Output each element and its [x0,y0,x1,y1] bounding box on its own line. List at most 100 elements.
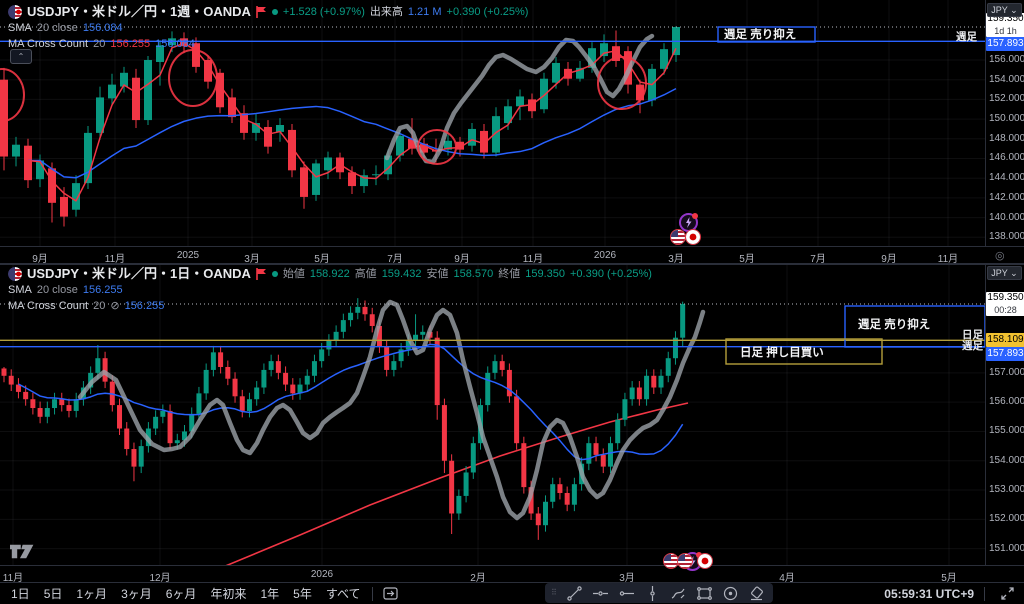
candle-body [552,62,560,83]
range-button-5日[interactable]: 5日 [37,583,70,604]
sma-params: 20 close [36,284,78,296]
fullscreen-button[interactable] [989,587,1024,600]
market-status-dot-icon[interactable] [271,271,278,277]
time-tick-label: 5月 [941,573,957,584]
candle-body [12,144,20,157]
candle-body [420,331,426,335]
candle-body [444,140,452,150]
circle-tool-icon[interactable] [719,584,741,602]
sma-blue-line[interactable] [18,343,684,461]
tag-countdown: 1d 1h [994,26,1017,36]
weekly-price-axis[interactable]: 156.000 154.000 152.000 150.000 148.000 146.0… [985,0,1024,246]
candle-body [30,399,36,409]
flag-icon[interactable] [256,268,267,280]
annotation-rect[interactable] [717,26,816,43]
brush-tool-icon[interactable] [667,584,689,602]
candle-body [36,160,44,180]
axis-settings-icon[interactable]: ◎ [995,250,1005,262]
rectangle-tool-icon[interactable] [693,584,715,602]
range-button-6ヶ月[interactable]: 6ヶ月 [159,583,204,604]
long-ma-line[interactable] [140,402,689,565]
clock[interactable]: 05:59:31 UTC+9 [884,586,974,601]
candle-body [463,472,469,496]
candle-body [506,369,512,397]
toolbar-drag-handle[interactable]: ⠿ [551,588,558,597]
candle-body [132,77,140,121]
range-button-1年[interactable]: 1年 [253,583,286,604]
candle-body [413,334,419,341]
go-to-date-button[interactable] [377,586,404,601]
horizontal-line-tool-icon[interactable] [589,584,611,602]
candle-body [23,391,29,400]
daily-sma-row[interactable]: SMA 20 close 156.255 [8,282,652,298]
candle-body [290,384,296,394]
daily-macross-row[interactable]: MA Cross Count 20 ⊘ 156.255 [8,298,652,314]
panel-separator[interactable] [0,263,1024,265]
daily-time-axis[interactable]: 11月 12月 2026 2月 3月 4月 5月 [0,565,1024,584]
currency-dropdown[interactable]: JPY ⌄ [987,3,1022,17]
candle-body [189,413,195,432]
candle-body [340,320,346,332]
candle-body [615,419,621,444]
candle-body [355,306,361,313]
weekly-macross-row[interactable]: MA Cross Count 20 156.255 156.084 [8,36,528,52]
current-price-tag[interactable]: 159.350 1d 1h [986,13,1024,37]
range-button-すべて[interactable]: すべて [319,583,368,604]
range-button-年初来[interactable]: 年初来 [203,583,253,604]
freehand-brush-line[interactable] [77,299,706,521]
candle-body [102,358,108,382]
flag-icon[interactable] [256,6,267,18]
hidden-icon[interactable]: ⊘ [110,300,120,312]
range-button-1日[interactable]: 1日 [4,583,37,604]
ma-cross-circle [417,129,457,165]
open-value: 158.922 [309,268,350,280]
collapse-pane-button[interactable]: ⌃ [10,49,32,64]
candle-body [376,325,382,347]
weekly-plot[interactable]: 週足 売り抑え 週足 [0,0,985,246]
weekly-sma-row[interactable]: SMA 20 close 156.084 [8,20,528,36]
trend-line-tool-icon[interactable] [563,584,585,602]
price-line-tag[interactable]: 157.893 [986,37,1024,51]
weekly-time-axis[interactable]: 9月 11月 2025 3月 5月 7月 9月 11月 2026 3月 5月 7月 9月 11月 ◎ [0,246,1024,265]
eraser-tool-icon[interactable] [745,584,767,602]
candle-body [600,454,606,467]
candle-body [73,399,79,411]
open-label: 始値 [282,268,305,280]
range-button-5年[interactable]: 5年 [286,583,319,604]
candle-body [333,331,339,341]
candle-body [420,143,428,153]
candle-body [204,59,212,82]
daily-symbol-row[interactable]: USDJPY・米ドル／円・1日・OANDA 始値 158.922 高値 159.… [8,266,652,282]
annotation-rect[interactable] [844,305,985,348]
horizontal-ray-tool-icon[interactable] [615,584,637,602]
range-button-1ヶ月[interactable]: 1ヶ月 [69,583,114,604]
us-flag-event-icon[interactable] [670,229,686,245]
symbol-title[interactable]: USDJPY・米ドル／円・1週・OANDA [27,4,251,19]
jp-flag-event-icon[interactable] [685,229,701,245]
current-price-tag[interactable]: 159.350 00:28 [986,292,1024,316]
weekly-symbol-row[interactable]: USDJPY・米ドル／円・1週・OANDA +1.528 (+0.97%) 出来… [8,4,528,20]
annotation-rect[interactable] [725,338,883,365]
range-button-3ヶ月[interactable]: 3ヶ月 [114,583,159,604]
candle-body [622,399,628,420]
time-tick-label: 11月 [2,573,24,584]
currency-dropdown[interactable]: JPY ⌄ [987,266,1022,280]
jp-flag-event-icon[interactable] [697,553,713,569]
daily-price-axis[interactable]: 157.000 156.000 155.000 154.000 153.000 152.0… [985,263,1024,565]
tradingview-logo-icon[interactable] [10,542,44,561]
us-flag-event-icon[interactable] [677,553,693,569]
price-line-tag[interactable]: 157.893 [986,347,1024,361]
candle-body [131,449,137,467]
candle-body [586,443,592,464]
candle-body [543,501,548,526]
economic-event-icon[interactable] [679,213,698,232]
price-line-tag[interactable]: 158.109 [986,333,1024,347]
sma-red-line[interactable] [27,42,677,202]
sma-blue-line[interactable] [28,87,677,179]
symbol-title[interactable]: USDJPY・米ドル／円・1日・OANDA [27,266,251,281]
vertical-line-tool-icon[interactable] [641,584,663,602]
market-status-dot-icon[interactable] [271,9,278,15]
close-label: 終値 [498,268,521,280]
price-tick-label: 142.000 [989,191,1024,203]
